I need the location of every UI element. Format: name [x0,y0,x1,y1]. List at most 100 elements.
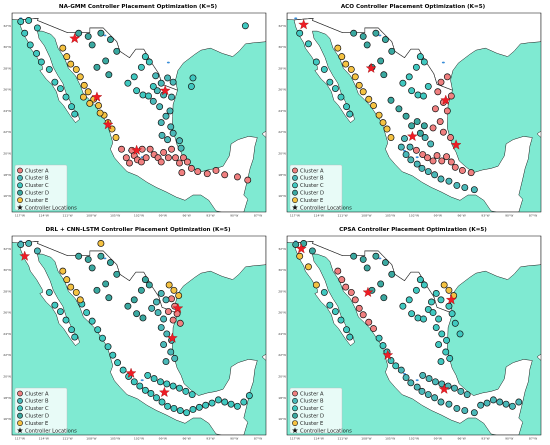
cluster-a-point [467,169,475,177]
cluster-d-point [413,118,421,125]
cluster-e-point [440,281,448,289]
legend-label: Cluster A [25,391,49,397]
lon-tick-label: 87°W [529,437,537,441]
cluster-a-point [176,159,183,167]
chart-title: DRL + CNN-LSTM Controller Placement Opti… [46,227,231,233]
cluster-b-point [502,400,510,408]
map-area: 117°W 114°W 111°W 108°W 105°W 102°W 99°W 96°W 93… [3,12,267,218]
cluster-c-point [337,93,345,101]
cluster-c-point [88,317,96,325]
cluster-a-point [160,148,168,156]
lon-tick-label: 90°W [505,214,513,218]
cluster-b-point [427,140,435,148]
cluster-a-point [433,152,441,160]
cluster-d-point [88,264,96,272]
lat-tick-label: 22°N [278,130,286,134]
cluster-b-point [477,401,485,409]
cluster-c-point [17,18,25,25]
cluster-e-point [84,88,92,96]
cluster-c-point [420,315,427,323]
panel-cpsa: 117°W 114°W 111°W 108°W 105°W 102°W 99°W 96°W 93… [275,223,550,445]
cluster-c-point [399,302,407,310]
lon-tick-label: 93°W [481,214,489,218]
cluster-d-point [93,286,101,294]
cluster-c-point [195,403,203,411]
lat-tick-label: 26°N [3,88,11,92]
legend-label: Cluster E [25,421,48,427]
cluster-c-point [25,16,33,24]
controller-star [102,119,114,130]
cluster-c-point [141,53,149,61]
lon-tick-label: 114°W [314,214,324,218]
cluster-e-point [79,93,87,101]
cluster-a-point [443,107,451,115]
cluster-c-point [62,93,70,101]
cluster-b-point [451,384,458,392]
lon-tick-label: 102°W [134,437,144,441]
cluster-b-point [508,402,516,410]
cluster-d-point [113,47,121,55]
lat-tick-label: 18°N [3,173,11,177]
lat-tick-label: 18°N [278,396,286,400]
legend-box [14,164,68,211]
lat-tick-label: 24°N [278,332,286,336]
cluster-c-point [62,316,70,324]
cluster-b-point [157,324,165,331]
cluster-c-point [45,65,53,73]
cluster-d-point [84,255,92,263]
cluster-c-point [343,326,350,334]
cluster-a-point [168,295,175,303]
cluster-c-point [432,290,440,297]
cluster-e-point [383,125,391,133]
legend-marker [292,390,298,397]
cluster-b-point [397,143,405,151]
lat-tick-label: 24°N [278,109,286,113]
cluster-a-point [431,105,439,113]
lake [140,379,144,382]
cluster-c-point [189,406,197,413]
cluster-c-point [221,398,229,406]
data-points [17,16,252,184]
cluster-c-point [448,310,456,318]
controller-star [172,302,184,313]
cluster-a-point [221,171,229,179]
cluster-b-point [418,387,426,395]
legend-marker [17,412,23,419]
cluster-c-point [416,53,424,61]
cluster-e-point [76,296,84,304]
cluster-c-point [149,82,157,90]
cluster-b-point [437,398,445,406]
cluster-c-point [424,82,432,90]
cluster-a-point [233,173,241,181]
legend-label: Controller Locations [300,428,352,434]
cluster-e-point [86,100,94,107]
cluster-d-point [363,264,371,272]
cluster-d-point [381,259,389,267]
cluster-c-point [68,326,75,334]
lon-tick-label: 93°W [206,214,214,218]
legend-label: Controller Locations [25,428,77,434]
country-border [294,17,453,91]
lat-tick-label: 30°N [278,268,286,272]
cluster-b-point [438,380,446,388]
cluster-b-point [483,399,491,407]
cluster-a-point [436,118,444,125]
lon-tick-label: 87°W [254,437,262,441]
cluster-c-point [438,330,446,338]
cluster-b-point [168,93,175,101]
cluster-b-point [402,374,410,381]
lon-tick-label: 111°W [337,214,347,218]
cluster-e-point [387,134,395,141]
legend-box [14,387,68,434]
cluster-b-point [431,171,439,179]
cluster-c-point [446,354,454,362]
cluster-c-point [170,404,178,412]
map-chart-aco: 117°W 114°W 111°W 108°W 105°W 102°W 99°W 96°W 93… [278,4,542,218]
cluster-a-point [146,145,154,153]
legend-label: Cluster E [300,421,323,427]
cluster-a-point [118,145,125,153]
cluster-c-point [320,288,328,296]
lake [415,156,419,159]
lon-tick-label: 111°W [337,437,347,441]
cluster-d-point [350,29,358,37]
